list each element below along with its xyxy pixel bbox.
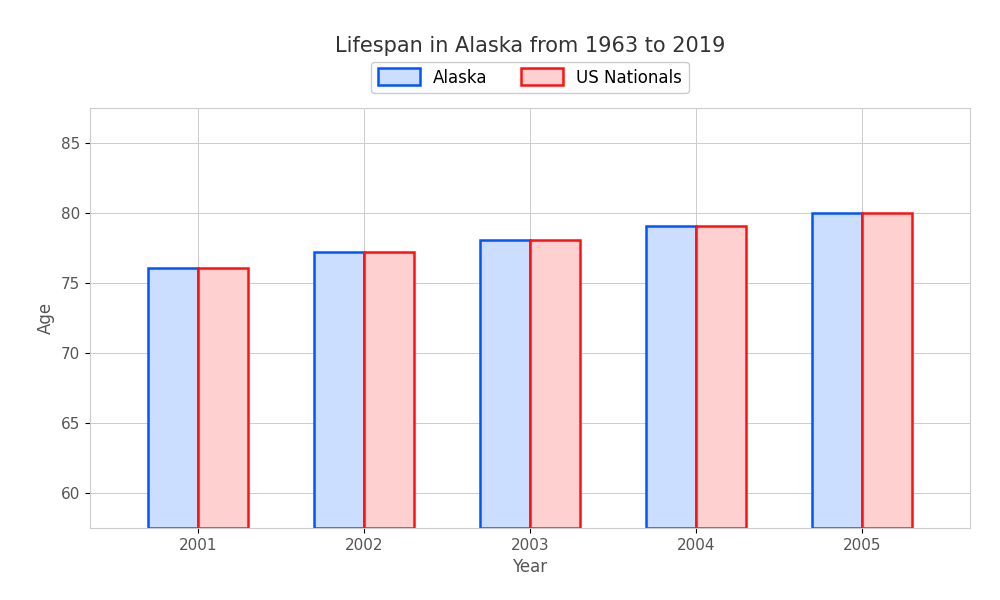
Y-axis label: Age: Age <box>37 302 55 334</box>
Bar <box>530 239 580 528</box>
Bar <box>314 252 364 528</box>
Bar <box>862 213 912 528</box>
Bar <box>198 268 248 528</box>
Bar <box>812 213 862 528</box>
Bar <box>148 268 198 528</box>
Bar <box>480 239 530 528</box>
Bar <box>646 226 696 528</box>
Bar <box>696 226 746 528</box>
X-axis label: Year: Year <box>512 558 548 576</box>
Title: Lifespan in Alaska from 1963 to 2019: Lifespan in Alaska from 1963 to 2019 <box>335 37 725 56</box>
Bar <box>364 252 414 528</box>
Legend: Alaska, US Nationals: Alaska, US Nationals <box>371 62 689 93</box>
